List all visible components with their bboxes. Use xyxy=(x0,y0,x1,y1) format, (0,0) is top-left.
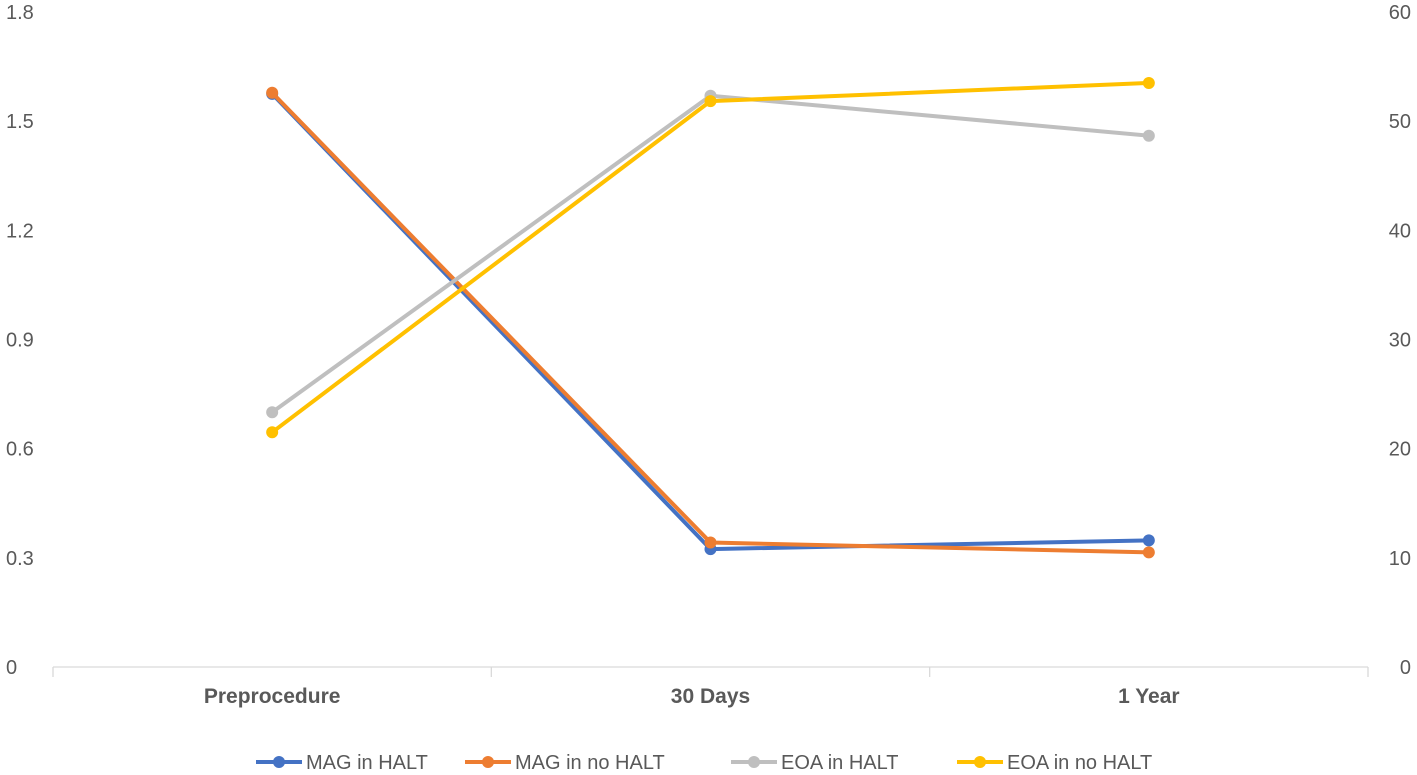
y-right-tick-label: 60 xyxy=(1389,2,1411,24)
y-left-tick-label: 0.9 xyxy=(6,330,34,352)
legend-item: MAG in HALT xyxy=(256,752,428,774)
y-right-tick-label: 0 xyxy=(1400,657,1411,679)
x-category-label: 1 Year xyxy=(1118,685,1180,708)
series-line xyxy=(270,90,1151,555)
data-point xyxy=(266,86,279,99)
y-right-tick-label: 20 xyxy=(1389,439,1411,461)
data-point xyxy=(1142,129,1155,142)
y-left-tick-label: 1.8 xyxy=(6,2,34,24)
data-point xyxy=(704,536,717,549)
legend-marker xyxy=(974,756,986,768)
legend-label: EOA in HALT xyxy=(781,752,898,774)
data-point xyxy=(1142,546,1155,559)
series-eoa-in-no-halt xyxy=(266,76,1155,439)
data-point xyxy=(266,426,279,439)
data-point xyxy=(1142,534,1155,547)
y-left-tick-label: 0.6 xyxy=(6,439,34,461)
legend-marker xyxy=(482,756,494,768)
x-category-label: Preprocedure xyxy=(204,685,341,708)
y-left-tick-label: 0.3 xyxy=(6,548,34,570)
y-right-tick-label: 10 xyxy=(1389,548,1411,570)
series-line xyxy=(270,91,1151,552)
y-right-tick-label: 50 xyxy=(1389,111,1411,133)
y-left-tick-label: 0 xyxy=(6,657,17,679)
y-right-tick-label: 40 xyxy=(1389,220,1411,242)
y-left-tick-label: 1.2 xyxy=(6,220,34,242)
series-eoa-in-halt xyxy=(266,89,1155,419)
series-mag-in-no-halt xyxy=(266,86,1155,559)
legend-label: EOA in no HALT xyxy=(1007,752,1152,774)
legend-marker xyxy=(273,756,285,768)
legend-item: MAG in no HALT xyxy=(465,752,665,774)
legend-label: MAG in no HALT xyxy=(515,752,665,774)
legend-label: MAG in HALT xyxy=(306,752,428,774)
data-point xyxy=(266,406,279,419)
x-category-label: 30 Days xyxy=(671,685,750,708)
legend-marker xyxy=(748,756,760,768)
series-line xyxy=(270,80,1151,435)
legend-item: EOA in no HALT xyxy=(957,752,1152,774)
y-left-tick-label: 1.5 xyxy=(6,111,34,133)
data-point xyxy=(1142,76,1155,89)
data-point xyxy=(704,95,717,108)
legend-item: EOA in HALT xyxy=(731,752,898,774)
series-line xyxy=(270,93,1151,415)
y-right-tick-label: 30 xyxy=(1389,330,1411,352)
